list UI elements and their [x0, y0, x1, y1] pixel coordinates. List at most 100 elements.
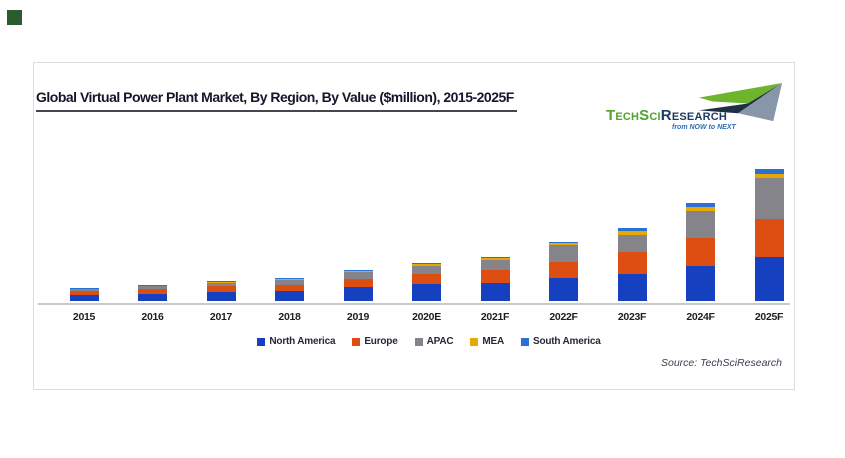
legend-label: MEA [482, 336, 504, 347]
bar-segment-apac [206, 283, 236, 286]
bar-segment-mea [754, 174, 784, 178]
x-tick-label-2017: 2017 [209, 311, 233, 323]
bar-segment-apac [275, 280, 304, 285]
bar-segment-south-america [69, 288, 99, 289]
bar-segment-south-america [206, 281, 236, 282]
bar-stack-2017 [206, 281, 236, 301]
legend-swatch [521, 337, 529, 346]
bar-segment-europe [69, 291, 99, 295]
x-tick-label-2018: 2018 [278, 311, 301, 323]
bar-segment-south-america [412, 263, 441, 264]
bar-segment-mea [69, 288, 99, 289]
bar-segment-north-america [617, 274, 647, 301]
legend-item-mea: MEA [470, 336, 504, 347]
bar-segment-mea [275, 279, 304, 280]
paper-plane-logo-icon [698, 82, 783, 122]
bar-segment-apac [754, 178, 784, 219]
green-corner-mark [7, 10, 22, 25]
logo-wordmark: TechSciResearch [606, 107, 727, 124]
bar-stack-2016 [138, 285, 167, 301]
legend-swatch [257, 337, 266, 346]
x-tick-label-2024F: 2024F [686, 311, 715, 323]
x-tick-label-2020E: 2020E [412, 311, 441, 323]
chart-panel: Global Virtual Power Plant Market, By Re… [33, 62, 795, 390]
bar-segment-mea [549, 242, 578, 245]
bar-segment-apac [138, 286, 167, 289]
x-tick-label-2023F: 2023F [617, 311, 647, 323]
bar-segment-apac [480, 260, 510, 270]
legend-item-europe: Europe [352, 336, 398, 347]
bar-segment-south-america [617, 228, 647, 231]
bar-segment-europe [617, 252, 647, 274]
legend-label: North America [269, 336, 336, 347]
bar-segment-mea [343, 270, 373, 272]
legend-label: South America [533, 336, 601, 347]
bar-segment-north-america [275, 291, 304, 301]
x-tick-label-2022F: 2022F [549, 311, 578, 323]
bar-segment-south-america [686, 203, 715, 207]
bar-stack-2022F [549, 241, 578, 301]
bar-stack-2018 [275, 278, 304, 301]
legend-label: Europe [364, 336, 398, 347]
bar-segment-north-america [754, 257, 784, 301]
logo-tagline: from NOW to NEXT [672, 124, 736, 131]
bar-segment-apac [343, 272, 373, 279]
legend-swatch [470, 337, 479, 346]
bar-segment-north-america [549, 278, 578, 301]
bar-segment-mea [206, 282, 236, 283]
bar-stack-2021F [480, 257, 510, 301]
legend-swatch [352, 337, 361, 346]
bar-stack-2025F [754, 169, 784, 301]
bar-segment-europe [275, 285, 304, 291]
bar-segment-south-america [275, 278, 304, 279]
legend-item-apac: APAC [414, 336, 454, 347]
chart-title: Global Virtual Power Plant Market, By Re… [36, 89, 517, 112]
bar-segment-north-america [343, 287, 373, 301]
bar-stack-2024F [686, 203, 715, 301]
bar-stack-2020E [412, 263, 441, 301]
bar-segment-mea [686, 207, 715, 211]
legend-item-south-america: South America [521, 336, 601, 347]
plot-area: 2015 2016 2017 2018 2019 2020E 2021F 2022F 2023F… [34, 63, 794, 389]
x-tick-label-2021F: 2021F [480, 311, 510, 323]
bar-segment-europe [549, 262, 578, 278]
bar-segment-south-america [343, 270, 373, 271]
bar-segment-apac [69, 289, 99, 291]
bar-segment-north-america [480, 283, 510, 301]
chart-legend: North America Europe APAC MEA South America [34, 336, 794, 347]
bar-segment-apac [617, 235, 647, 252]
x-tick-label-2016: 2016 [141, 311, 164, 323]
bar-segment-apac [412, 266, 441, 274]
techsci-research-logo: TechSciResearch from NOW to NEXT [606, 79, 786, 137]
bar-segment-south-america [480, 257, 510, 258]
bar-segment-mea [617, 231, 647, 235]
bar-stack-2015 [69, 288, 99, 301]
bar-segment-europe [686, 238, 715, 266]
bar-segment-north-america [412, 284, 441, 301]
legend-swatch [414, 337, 423, 346]
x-tick-label-2015: 2015 [72, 311, 96, 323]
bar-segment-north-america [69, 295, 99, 301]
bar-segment-apac [549, 245, 578, 262]
bar-segment-south-america [754, 169, 784, 174]
bar-segment-mea [412, 264, 441, 266]
logo-brand-secondary: Research [660, 107, 728, 124]
x-tick-label-2025F: 2025F [754, 311, 784, 323]
legend-item-north-america: North America [257, 336, 336, 347]
bar-stack-2019 [343, 270, 373, 301]
bar-segment-mea [138, 285, 167, 286]
x-tick-label-2019: 2019 [346, 311, 370, 323]
bar-segment-apac [686, 211, 715, 238]
legend-label: APAC [426, 336, 454, 347]
bar-segment-mea [480, 258, 510, 260]
bar-segment-south-america [549, 241, 578, 243]
bar-segment-north-america [686, 266, 715, 301]
bar-stack-2023F [617, 228, 647, 301]
bar-segment-north-america [138, 294, 167, 301]
bar-segment-europe [343, 279, 373, 287]
bar-segment-north-america [206, 292, 236, 301]
bar-segment-europe [412, 274, 441, 284]
bar-segment-europe [138, 289, 167, 294]
logo-brand-primary: TechSci [606, 107, 661, 124]
bar-segment-europe [480, 270, 510, 283]
